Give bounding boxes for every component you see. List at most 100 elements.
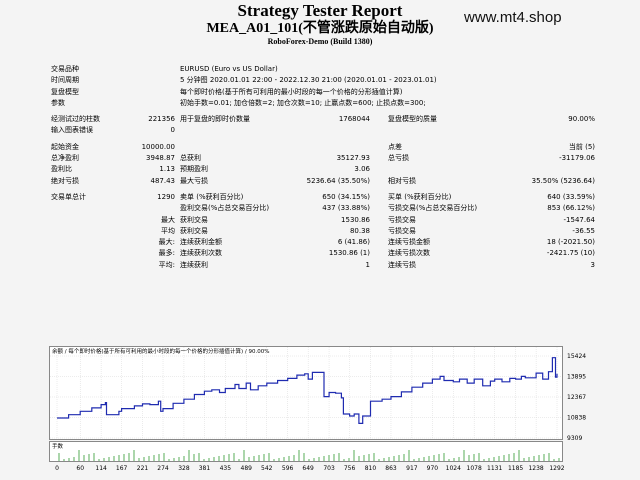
grossloss-value: -31179.06: [559, 154, 595, 163]
row-bars: 经测试过的柱数 221356 用于复盘的即时价数量 1768044 复盘模型的质…: [0, 114, 640, 125]
netprofit-value: 3948.87: [146, 154, 175, 163]
avgcons-wins-label: 连续获利: [180, 260, 208, 269]
maxcons-label: 最大:: [158, 238, 175, 247]
x-tick-label: 489: [241, 465, 253, 472]
largest-label: 最大: [161, 215, 175, 224]
x-tick-label: 435: [220, 465, 232, 472]
row-maximal: 最多: 连续获利次数 1530.86 (1) 连续亏损次数 -2421.75 (…: [0, 248, 640, 259]
bars-label: 经测试过的柱数: [51, 115, 100, 124]
x-tick-label: 381: [199, 465, 211, 472]
row-profitfactor: 盈利比 1.13 预期盈利 3.06: [0, 164, 640, 175]
row-drawdown: 绝对亏损 487.43 最大亏损 5236.64 (35.50%) 相对亏损 3…: [0, 176, 640, 187]
absdd-value: 487.43: [150, 176, 176, 185]
expected-value: 3.06: [354, 165, 370, 174]
grossprofit-value: 35127.93: [336, 154, 370, 163]
report-table: 交易品种 EURUSD (Euro vs US Dollar) 时间周期 5 分…: [0, 64, 640, 271]
period-value: 5 分钟图 2020.01.01 22:00 - 2022.12.30 21:0…: [180, 76, 437, 85]
average-loss-label: 亏损交易: [388, 226, 416, 235]
row-symbol: 交易品种 EURUSD (Euro vs US Dollar): [0, 64, 640, 75]
ticks-value: 1768044: [338, 115, 370, 124]
maximal-losses-value: -2421.75 (10): [546, 249, 595, 258]
maxdd-value: 5236.64 (35.50%): [306, 176, 370, 185]
maximal-wins-label: 连续获利次数: [180, 249, 222, 258]
params-label: 参数: [51, 98, 65, 107]
row-period: 时间周期 5 分钟图 2020.01.01 22:00 - 2022.12.30…: [0, 75, 640, 86]
row-params: 参数 初始手数=0.01; 加仓倍数=2; 加仓次数=10; 止赢点数=600;…: [0, 98, 640, 109]
x-tick-label: 0: [55, 465, 59, 472]
y-tick-label: 13895: [567, 374, 586, 381]
bars-value: 221356: [148, 115, 175, 124]
maximal-wins-value: 1530.86 (1): [328, 249, 370, 258]
expert-name: MEA_A01_101(不管涨跌原始自动版): [206, 21, 434, 36]
largest-profit-label: 获利交易: [180, 215, 208, 224]
long-value: 640 (33.59%): [547, 192, 595, 201]
x-tick-label: 810: [365, 465, 377, 472]
row-largest: 最大 获利交易 1530.86 亏损交易 -1547.64: [0, 215, 640, 226]
deposit-label: 起始资金: [51, 142, 79, 151]
avgcons-wins-value: 1: [365, 260, 370, 269]
spread-value: 当前 (5): [568, 142, 595, 151]
deposit-value: 10000.00: [141, 142, 175, 151]
y-tick-label: 15424: [567, 353, 586, 360]
grossprofit-label: 总获利: [180, 154, 201, 163]
watermark: www.mt4.shop: [464, 9, 562, 26]
row-maxcons: 最大: 连续获利金额 6 (41.86) 连续亏损金额 18 (-2021.50…: [0, 237, 640, 248]
server-build: RoboForex-Demo (Build 1380): [267, 37, 373, 46]
x-tick-label: 917: [406, 465, 418, 472]
row-model: 复盘模型 每个即时价格(基于所有可利用的最小时段的每一个价格的分形插值计算): [0, 87, 640, 98]
x-tick-label: 863: [385, 465, 397, 472]
x-tick-label: 596: [282, 465, 294, 472]
x-tick-label: 756: [344, 465, 356, 472]
row-trades: 交易单总计 1290 卖单 (%获利百分比) 650 (34.15%) 买单 (…: [0, 192, 640, 203]
x-tick-label: 542: [261, 465, 273, 472]
x-tick-label: 60: [76, 465, 84, 472]
x-tick-label: 1024: [446, 465, 461, 472]
x-tick-label: 1238: [528, 465, 543, 472]
avgcons-losses-label: 连续亏损: [388, 260, 416, 269]
long-label: 买单 (%获利百分比): [388, 192, 452, 201]
symbol-value: EURUSD (Euro vs US Dollar): [180, 65, 278, 73]
series-line-balance: [57, 357, 558, 425]
avgcons-losses-value: 3: [590, 260, 595, 269]
row-avgcons: 平均: 连续获利 1 连续亏损 3: [0, 260, 640, 271]
maxdd-label: 最大亏损: [180, 176, 208, 185]
expected-label: 预期盈利: [180, 165, 208, 174]
trades-value: 1290: [157, 192, 175, 201]
spread-label: 点差: [388, 142, 402, 151]
profittrades-label: 盈利交易(%占总交易百分比): [180, 204, 270, 213]
x-tick-label: 970: [427, 465, 439, 472]
volume-area: [49, 441, 563, 462]
largest-profit-value: 1530.86: [341, 215, 370, 224]
y-tick-label: 9309: [567, 435, 582, 442]
x-tick-label: 1185: [508, 465, 523, 472]
maximal-losses-label: 连续亏损次数: [388, 249, 430, 258]
x-tick-label: 1292: [549, 465, 564, 472]
row-deposit: 起始资金 10000.00 点差 当前 (5): [0, 142, 640, 153]
reldd-value: 35.50% (5236.64): [531, 176, 595, 185]
largest-loss-label: 亏损交易: [388, 215, 416, 224]
mismatch-label: 输入图表错误: [51, 126, 93, 135]
average-profit-value: 80.38: [349, 226, 370, 235]
maxcons-losses-label: 连续亏损金额: [388, 238, 430, 247]
model-value: 每个即时价格(基于所有可利用的最小时段的每一个价格的分形插值计算): [180, 87, 403, 96]
mismatch-value: 0: [170, 126, 175, 135]
average-label: 平均: [161, 226, 175, 235]
short-value: 650 (34.15%): [322, 192, 370, 201]
pf-label: 盈利比: [51, 165, 72, 174]
trades-label: 交易单总计: [51, 192, 86, 201]
x-tick-label: 221: [137, 465, 149, 472]
row-profittrades: 盈利交易(%占总交易百分比) 437 (33.88%) 亏损交易(%占总交易百分…: [0, 203, 640, 214]
absdd-label: 绝对亏损: [51, 176, 79, 185]
quality-value: 90.00%: [568, 115, 595, 124]
model-label: 复盘模型: [51, 87, 79, 96]
plot-area: [49, 346, 563, 440]
losstrades-value: 853 (66.12%): [547, 204, 595, 213]
reldd-label: 相对亏损: [388, 176, 416, 185]
x-tick-label: 649: [302, 465, 314, 472]
profittrades-value: 437 (33.88%): [322, 204, 370, 213]
grossloss-label: 总亏损: [388, 154, 409, 163]
balance-chart: 余额 / 每个即时价格(基于所有可利用的最小时段的每一个价格的分形插值计算) /…: [49, 346, 586, 472]
maxcons-wins-value: 6 (41.86): [337, 238, 370, 247]
avgcons-label: 平均:: [158, 260, 175, 269]
short-label: 卖单 (%获利百分比): [180, 192, 244, 201]
